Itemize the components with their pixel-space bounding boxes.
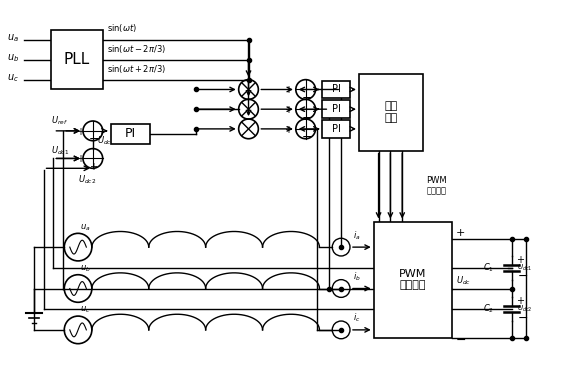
Text: $C_2$: $C_2$ — [483, 303, 494, 316]
Text: $u_a$: $u_a$ — [7, 32, 19, 44]
Text: PI: PI — [332, 104, 341, 114]
Text: $U_{ref}$: $U_{ref}$ — [52, 115, 68, 127]
Text: $u_a$: $u_a$ — [80, 222, 91, 233]
Text: PWM
控制信号: PWM 控制信号 — [426, 176, 447, 196]
Text: $U_{dc}$: $U_{dc}$ — [97, 135, 112, 147]
Text: $u_b$: $u_b$ — [80, 264, 91, 274]
Text: $u_c$: $u_c$ — [80, 305, 91, 316]
Text: $U_{dc2}$: $U_{dc2}$ — [517, 304, 532, 314]
Text: $U_{dc1}$: $U_{dc1}$ — [517, 263, 532, 273]
Text: 脉宽
调制: 脉宽 调制 — [384, 101, 397, 123]
Text: $\sin(\omega t+2\pi/3)$: $\sin(\omega t+2\pi/3)$ — [106, 63, 165, 75]
Bar — [323, 81, 350, 98]
Text: $i_c$: $i_c$ — [353, 312, 361, 324]
Text: +: + — [456, 228, 465, 238]
Text: +: + — [517, 255, 525, 265]
Text: +: + — [76, 127, 84, 137]
Text: $u_c$: $u_c$ — [7, 72, 19, 84]
Bar — [323, 120, 350, 138]
Text: +: + — [76, 155, 84, 164]
Text: PWM
整流电路: PWM 整流电路 — [400, 269, 427, 290]
Bar — [359, 74, 423, 150]
Text: PI: PI — [332, 84, 341, 95]
Text: $C_1$: $C_1$ — [483, 262, 494, 274]
Text: +: + — [284, 86, 292, 95]
Text: $\sin(\omega t)$: $\sin(\omega t)$ — [106, 22, 137, 34]
Text: $i_b$: $i_b$ — [353, 270, 361, 283]
Text: $-$: $-$ — [517, 311, 528, 323]
Text: $i_a$: $i_a$ — [353, 229, 361, 242]
Text: $-$: $-$ — [301, 110, 312, 124]
Text: $-$: $-$ — [456, 333, 466, 346]
Text: $+$: $+$ — [89, 161, 98, 172]
Bar — [110, 124, 150, 144]
Text: $-$: $-$ — [301, 91, 312, 104]
Text: $-$: $-$ — [517, 269, 528, 282]
Text: $\sin(\omega t-2\pi/3)$: $\sin(\omega t-2\pi/3)$ — [106, 43, 165, 55]
Text: $U_{dc1}$: $U_{dc1}$ — [52, 144, 70, 157]
Text: PI: PI — [125, 127, 136, 140]
Text: $U_{dc}$: $U_{dc}$ — [456, 274, 471, 287]
Text: +: + — [517, 296, 525, 307]
Text: $-$: $-$ — [88, 132, 100, 145]
Bar — [374, 222, 452, 338]
Text: +: + — [284, 105, 292, 115]
Bar — [323, 100, 350, 118]
Text: $u_b$: $u_b$ — [7, 52, 19, 64]
Bar — [52, 31, 102, 89]
Text: $-$: $-$ — [301, 130, 312, 143]
Text: $U_{dc2}$: $U_{dc2}$ — [78, 174, 96, 186]
Text: +: + — [284, 125, 292, 135]
Text: PI: PI — [332, 124, 341, 134]
Text: PLL: PLL — [64, 52, 90, 67]
